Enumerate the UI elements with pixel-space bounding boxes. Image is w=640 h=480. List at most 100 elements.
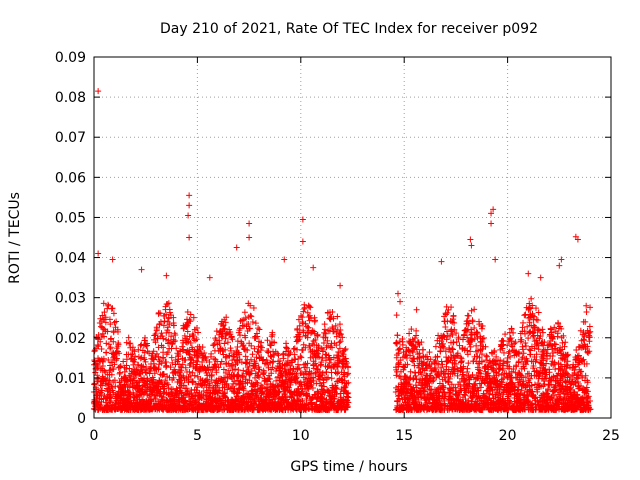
data-point <box>153 326 160 333</box>
data-point <box>227 347 234 354</box>
data-point <box>105 302 112 309</box>
data-point <box>126 376 133 383</box>
data-point <box>135 346 142 353</box>
data-point <box>165 385 172 392</box>
data-point <box>193 325 200 332</box>
data-point <box>502 331 509 338</box>
data-point <box>158 360 165 367</box>
data-point <box>182 356 189 363</box>
data-point <box>157 318 164 325</box>
data-point <box>211 340 218 347</box>
data-point <box>394 332 401 339</box>
data-point <box>203 357 210 364</box>
data-point <box>321 321 328 328</box>
data-point <box>199 344 206 351</box>
data-point <box>164 324 171 331</box>
data-point <box>164 349 171 356</box>
data-point <box>152 331 159 338</box>
data-point <box>512 339 519 346</box>
data-point <box>179 343 186 350</box>
data-point <box>110 328 117 335</box>
data-point <box>152 339 159 346</box>
data-point <box>115 341 122 348</box>
data-point <box>222 354 229 361</box>
data-point <box>117 369 124 376</box>
data-point <box>235 367 242 374</box>
data-point <box>248 356 255 363</box>
data-point <box>123 378 130 385</box>
data-point <box>468 307 475 314</box>
data-point <box>111 377 118 384</box>
data-point <box>562 339 569 346</box>
data-point <box>143 340 150 347</box>
data-point <box>526 346 533 353</box>
data-point <box>115 328 122 335</box>
data-point <box>169 341 176 348</box>
data-point <box>144 376 151 383</box>
data-point <box>137 342 144 349</box>
data-point <box>213 336 220 343</box>
data-point <box>156 321 163 328</box>
data-point <box>202 353 209 360</box>
data-point <box>522 343 529 350</box>
data-point <box>225 367 232 374</box>
data-point <box>461 331 468 338</box>
data-point <box>150 360 157 367</box>
data-point <box>173 345 180 352</box>
data-point <box>484 353 491 360</box>
data-point <box>583 308 590 315</box>
data-point <box>195 329 202 336</box>
data-point <box>394 340 401 347</box>
data-point <box>95 343 102 350</box>
data-point <box>186 333 193 340</box>
data-point <box>132 353 139 360</box>
data-point <box>336 339 343 346</box>
data-point <box>229 336 236 343</box>
data-point <box>111 361 118 368</box>
data-point <box>211 355 218 362</box>
data-point <box>100 300 107 307</box>
data-point <box>226 326 233 333</box>
data-point <box>448 304 455 311</box>
data-point <box>221 374 228 381</box>
data-point <box>160 322 167 329</box>
data-point <box>158 378 165 385</box>
data-point <box>215 364 222 371</box>
data-point <box>106 377 113 384</box>
data-point <box>399 341 406 348</box>
data-point <box>520 319 527 326</box>
data-point <box>103 349 110 356</box>
data-point <box>125 334 132 341</box>
data-point <box>206 380 213 387</box>
data-point <box>228 333 235 340</box>
data-point <box>432 343 439 350</box>
data-point <box>164 381 171 388</box>
data-point <box>200 387 207 394</box>
data-point <box>169 359 176 366</box>
data-point <box>191 372 198 379</box>
data-point <box>525 335 532 342</box>
data-point <box>239 322 246 329</box>
chart-title: Day 210 of 2021, Rate Of TEC Index for r… <box>160 21 538 37</box>
data-point <box>534 317 541 324</box>
data-point <box>172 332 179 339</box>
data-point <box>107 362 114 369</box>
data-point <box>94 342 101 349</box>
data-point <box>151 370 158 377</box>
data-point <box>135 361 142 368</box>
data-point <box>165 300 172 307</box>
data-point <box>110 310 117 317</box>
data-point <box>167 364 174 371</box>
data-point <box>172 337 179 344</box>
data-point <box>163 311 170 318</box>
data-point <box>234 371 241 378</box>
data-point <box>179 361 186 368</box>
data-point <box>582 318 589 325</box>
data-point <box>102 319 109 326</box>
data-point <box>471 306 478 313</box>
data-point <box>217 361 224 368</box>
data-point <box>240 367 247 374</box>
data-point <box>222 319 229 326</box>
data-point <box>147 397 154 404</box>
data-point <box>98 346 105 353</box>
